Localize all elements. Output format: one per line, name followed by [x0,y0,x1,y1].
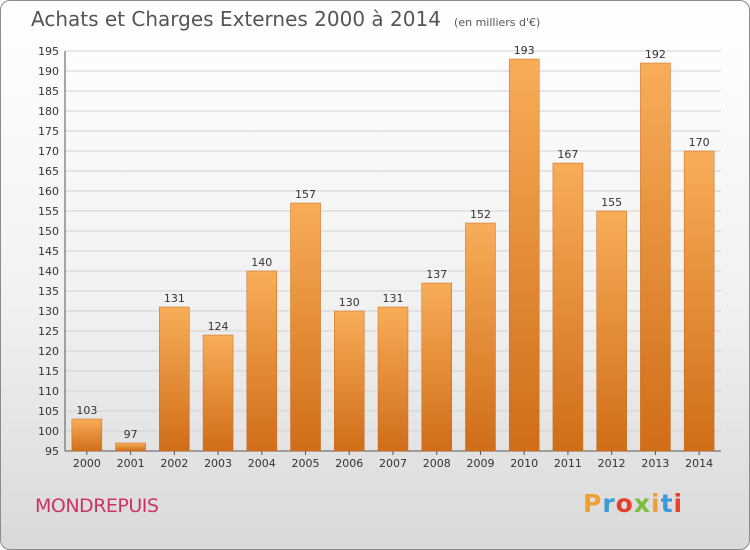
bar-2006 [334,310,365,452]
bar-2004 [246,270,278,452]
bar-2010 [508,58,540,452]
y-tick-label: 130 [38,305,59,318]
x-axis-ticks: 2000 2001 2002 2003 2004 2005 2006 2007 2008 2009… [73,451,713,470]
logo-letter: t [660,489,674,518]
y-tick-label: 95 [45,445,59,458]
value-label: 140 [251,256,272,269]
x-tick-label: 2009 [466,457,494,470]
value-label: 192 [645,48,666,61]
y-tick-label: 155 [38,205,59,218]
x-tick-label: 2011 [554,457,582,470]
bar-2003 [202,334,234,452]
bar-2012 [596,210,627,452]
bar-2002 [159,306,190,452]
bar-2001 [115,442,146,452]
bar-2011 [552,162,584,452]
y-tick-label: 120 [38,345,59,358]
y-tick-label: 165 [38,165,59,178]
x-tick-label: 2006 [335,457,363,470]
value-label: 155 [601,196,622,209]
chart-title-row: Achats et Charges Externes 2000 à 2014 (… [31,7,540,31]
value-labels: 103 97 131 124 140 157 130 131 137 152 193 167 155 19… [76,44,709,441]
bar-2000 [71,418,103,452]
x-tick-label: 2001 [117,457,145,470]
bar-2014 [683,150,715,452]
x-tick-label: 2004 [248,457,276,470]
value-label: 131 [164,292,185,305]
x-tick-label: 2000 [73,457,101,470]
x-tick-label: 2005 [292,457,320,470]
y-tick-label: 185 [38,85,59,98]
y-tick-label: 125 [38,325,59,338]
value-label: 137 [426,268,447,281]
y-tick-label: 150 [38,225,59,238]
y-tick-label: 100 [38,425,59,438]
y-tick-label: 145 [38,245,59,258]
value-label: 130 [339,296,360,309]
y-tick-label: 105 [38,405,59,418]
x-tick-label: 2010 [510,457,538,470]
value-label: 124 [208,320,229,333]
x-tick-label: 2012 [598,457,626,470]
value-label: 152 [470,208,491,221]
y-tick-label: 195 [38,45,59,58]
value-label: 193 [514,44,535,57]
value-label: 167 [557,148,578,161]
value-label: 103 [76,404,97,417]
bar-2008 [421,282,452,452]
value-label: 97 [124,428,138,441]
bar-2007 [377,306,409,452]
value-label: 170 [689,136,710,149]
y-tick-label: 115 [38,365,59,378]
commune-name: MONDREPUIS [35,495,159,517]
bar-2005 [290,202,321,452]
x-tick-label: 2002 [160,457,188,470]
y-tick-label: 140 [38,265,59,278]
y-tick-label: 135 [38,285,59,298]
x-tick-label: 2014 [685,457,713,470]
bars [71,58,715,452]
y-axis-ticks: 95 100 105 110 115 120 125 130 135 140 145 150 155 16… [38,45,59,458]
logo-letter: r [602,489,616,518]
x-tick-label: 2003 [204,457,232,470]
chart-subtitle: (en milliers d'€) [454,16,541,29]
logo-letter: i [673,489,684,518]
y-tick-label: 160 [38,185,59,198]
logo-letter: x [633,489,651,518]
bar-2013 [640,62,671,452]
y-tick-label: 190 [38,65,59,78]
x-tick-label: 2013 [641,457,669,470]
x-tick-label: 2007 [379,457,407,470]
logo-letter: o [615,489,634,518]
chart-title: Achats et Charges Externes 2000 à 2014 [31,7,441,31]
y-tick-label: 180 [38,105,59,118]
y-tick-label: 175 [38,125,59,138]
value-label: 131 [383,292,404,305]
bar-2009 [465,222,496,452]
logo-letter: P [583,489,603,518]
logo-letter: i [651,489,661,518]
proxiti-logo: Proxiti [583,489,683,518]
y-tick-label: 170 [38,145,59,158]
y-tick-label: 110 [38,385,59,398]
x-tick-label: 2008 [423,457,451,470]
value-label: 157 [295,188,316,201]
